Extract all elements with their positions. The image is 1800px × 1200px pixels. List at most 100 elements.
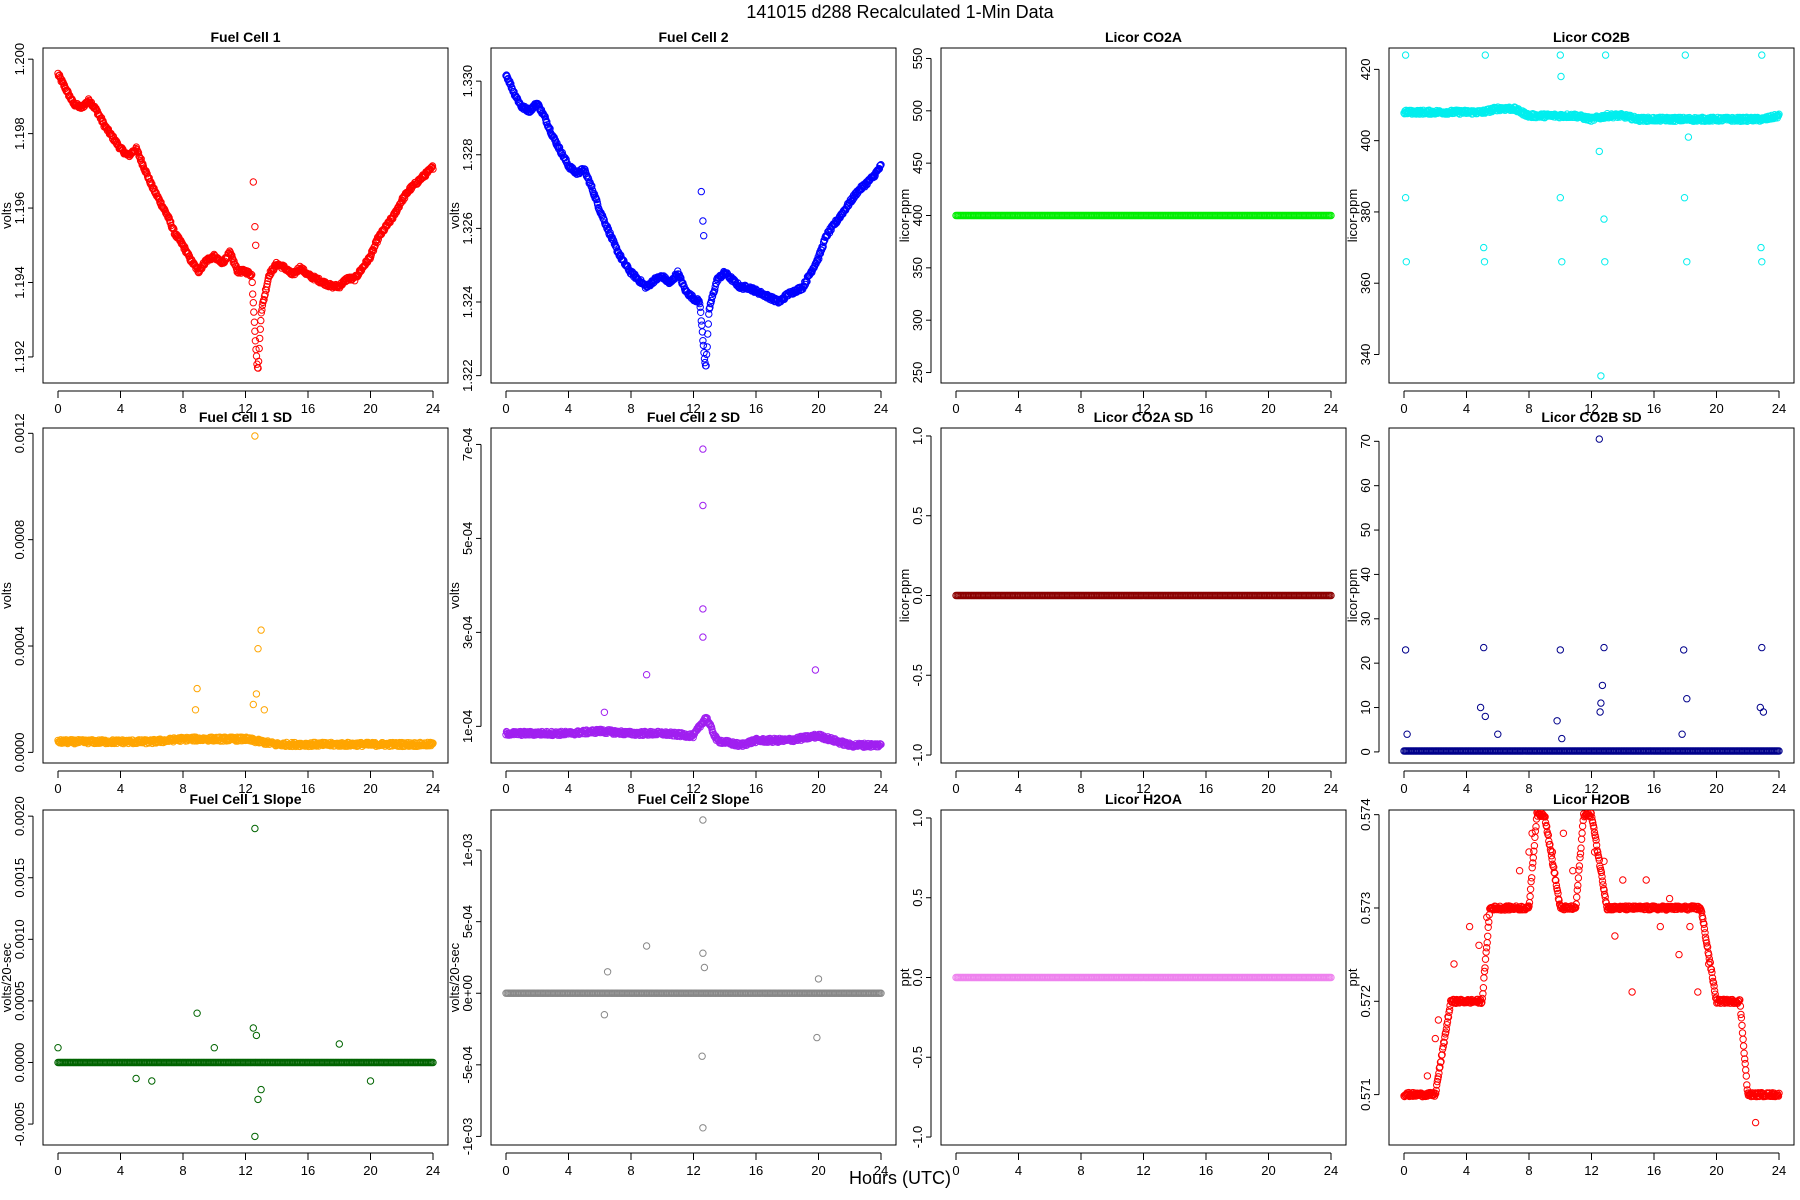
- y-tick-label: 1.328: [460, 138, 475, 171]
- x-tick-label: 0: [1400, 401, 1407, 416]
- y-tick-label: -0.0005: [12, 1102, 27, 1146]
- x-tick-label: 20: [363, 1163, 377, 1178]
- x-tick-label: 0: [54, 401, 61, 416]
- x-tick-label: 8: [1525, 401, 1532, 416]
- data-points: [1400, 51, 1783, 380]
- outlier-point: [1601, 51, 1610, 59]
- data-point: [367, 250, 375, 259]
- panel-title: Licor CO2B: [1553, 29, 1630, 45]
- x-tick-label: 12: [238, 401, 252, 416]
- x-tick-label: 12: [1584, 401, 1598, 416]
- panel-title: Licor CO2A SD: [1094, 409, 1194, 425]
- data-points: [1400, 435, 1783, 755]
- outlier-point: [1403, 730, 1411, 738]
- data-point: [707, 296, 716, 305]
- outlier-point: [1683, 695, 1691, 703]
- y-tick-label: 0.0000: [12, 1043, 27, 1083]
- y-tick-label: -1.0: [910, 744, 925, 766]
- data-point: [588, 182, 596, 190]
- data-point: [1775, 747, 1783, 755]
- outlier-point: [1596, 708, 1604, 716]
- y-tick-label: 70: [1358, 434, 1373, 448]
- outlier-point: [1557, 72, 1565, 81]
- y-tick-label: 0.0020: [12, 796, 27, 836]
- outlier-point: [1558, 734, 1566, 743]
- plot-frame: [42, 809, 449, 1146]
- x-tick-label: 8: [1077, 401, 1084, 416]
- data-point: [696, 303, 704, 311]
- data-point: [143, 170, 151, 178]
- data-point: [877, 161, 885, 169]
- outlier-point: [1401, 51, 1410, 59]
- x-tick-label: 20: [811, 401, 825, 416]
- y-axis-label: volts/20-sec: [0, 942, 14, 1012]
- outlier-point: [1595, 147, 1604, 156]
- x-tick-label: 4: [117, 781, 124, 796]
- x-tick-label: 24: [426, 781, 440, 796]
- x-tick-label: 16: [749, 781, 763, 796]
- x-tick-label: 16: [749, 401, 763, 416]
- x-tick-label: 16: [1199, 781, 1213, 796]
- panel-title: Fuel Cell 1 SD: [199, 409, 292, 425]
- data-point: [369, 247, 378, 255]
- x-tick-label: 12: [238, 1163, 252, 1178]
- x-tick-label: 4: [117, 1163, 124, 1178]
- outlier-point: [699, 217, 707, 225]
- outlier-point: [1759, 708, 1768, 716]
- x-tick-label: 12: [686, 781, 700, 796]
- data-points: [502, 445, 885, 751]
- data-point: [708, 725, 716, 734]
- outlier-point: [251, 223, 259, 231]
- data-points: [502, 71, 885, 370]
- data-point: [814, 257, 822, 265]
- outlier-point: [1758, 51, 1766, 59]
- outlier-point: [1683, 258, 1691, 266]
- x-tick-label: 20: [363, 781, 377, 796]
- data-points: [54, 69, 437, 372]
- outlier-point: [1480, 643, 1488, 652]
- data-point: [704, 330, 712, 338]
- outlier-point: [1758, 643, 1766, 652]
- x-tick-label: 8: [627, 401, 634, 416]
- outlier-point: [251, 432, 259, 440]
- outlier-point: [1481, 51, 1490, 59]
- x-tick-label: 20: [1709, 401, 1723, 416]
- data-point: [708, 292, 717, 301]
- x-tick-label: 16: [301, 401, 315, 416]
- y-tick-label: 0.0008: [12, 520, 27, 560]
- outlier-point: [1556, 646, 1565, 654]
- x-tick-label: 24: [874, 781, 888, 796]
- y-tick-label: 550: [910, 48, 925, 70]
- data-point: [255, 344, 263, 353]
- data-point: [230, 257, 238, 265]
- data-point: [711, 282, 719, 291]
- x-tick-label: 12: [1136, 401, 1150, 416]
- data-point: [258, 306, 266, 314]
- outlier-point: [699, 605, 707, 613]
- y-tick-label: 0.0015: [12, 858, 27, 898]
- x-tick-label: 4: [1463, 401, 1470, 416]
- data-point: [421, 172, 430, 180]
- panel-title: Licor CO2A: [1105, 29, 1182, 45]
- data-point: [391, 210, 399, 219]
- y-tick-label: 0: [1358, 748, 1373, 755]
- data-point: [428, 162, 437, 170]
- data-point: [260, 296, 268, 304]
- outlier-point: [700, 232, 708, 240]
- outlier-point: [1681, 51, 1690, 59]
- outlier-point: [1556, 194, 1565, 202]
- y-tick-label: 380: [1358, 201, 1373, 223]
- y-tick-label: 450: [910, 152, 925, 174]
- panel-title: Fuel Cell 2: [658, 29, 728, 45]
- x-tick-label: 12: [1584, 781, 1598, 796]
- x-tick-label: 4: [565, 781, 572, 796]
- x-tick-label: 16: [1199, 401, 1213, 416]
- y-tick-label: 5e-04: [460, 522, 475, 555]
- data-point: [706, 303, 714, 312]
- outlier-point: [1481, 712, 1490, 721]
- y-tick-label: 10: [1358, 700, 1373, 714]
